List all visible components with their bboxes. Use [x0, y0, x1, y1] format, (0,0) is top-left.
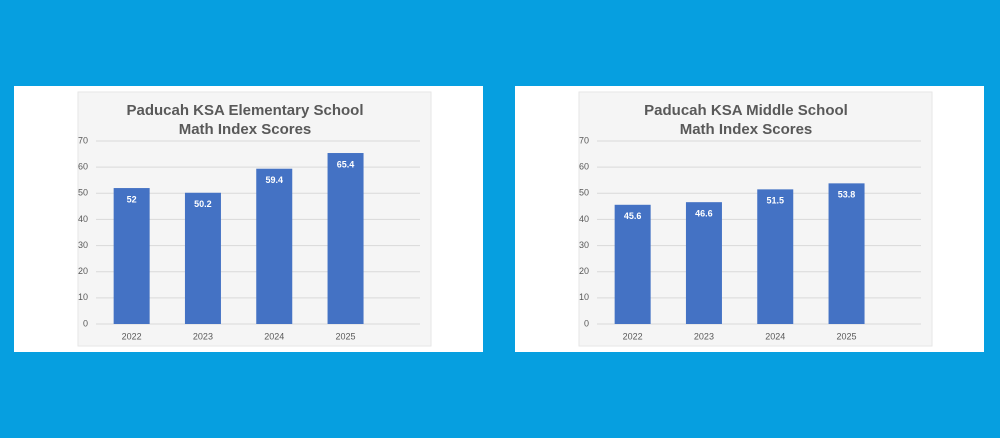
y-tick-label: 30 [579, 240, 589, 250]
bar [828, 183, 865, 324]
y-tick-label: 70 [579, 135, 589, 145]
y-tick-label: 20 [579, 266, 589, 276]
chart-title: Paducah KSA Elementary School [126, 102, 363, 119]
value-label: 52 [127, 194, 137, 204]
value-label: 46.6 [695, 209, 713, 219]
y-tick-label: 50 [579, 188, 589, 198]
value-label: 45.6 [624, 211, 642, 221]
y-tick-label: 10 [78, 292, 88, 302]
x-tick-label: 2023 [694, 331, 714, 341]
y-tick-label: 0 [83, 318, 88, 328]
x-tick-label: 2022 [623, 331, 643, 341]
bar [113, 188, 150, 324]
bar [757, 189, 794, 324]
y-tick-label: 40 [78, 214, 88, 224]
x-tick-label: 2024 [264, 331, 284, 341]
chart-title: Math Index Scores [179, 121, 312, 138]
y-tick-label: 10 [579, 292, 589, 302]
x-tick-label: 2025 [336, 331, 356, 341]
bar [327, 153, 364, 324]
chart-title: Paducah KSA Middle School [644, 102, 848, 119]
bar [256, 168, 293, 324]
value-label: 51.5 [766, 196, 784, 206]
x-tick-label: 2025 [837, 331, 857, 341]
y-tick-label: 40 [579, 214, 589, 224]
value-label: 65.4 [337, 159, 355, 169]
value-label: 59.4 [265, 175, 283, 185]
value-label: 53.8 [838, 190, 856, 200]
x-tick-label: 2023 [193, 331, 213, 341]
y-tick-label: 0 [584, 318, 589, 328]
x-tick-label: 2024 [765, 331, 785, 341]
value-label: 50.2 [194, 199, 212, 209]
chart-title: Math Index Scores [680, 121, 813, 138]
y-tick-label: 30 [78, 240, 88, 250]
bar [184, 192, 221, 324]
y-tick-label: 20 [78, 266, 88, 276]
y-tick-label: 70 [78, 135, 88, 145]
y-tick-label: 50 [78, 188, 88, 198]
bar [685, 202, 722, 324]
x-tick-label: 2022 [122, 331, 142, 341]
y-tick-label: 60 [78, 162, 88, 172]
y-tick-label: 60 [579, 162, 589, 172]
bar [614, 204, 651, 324]
